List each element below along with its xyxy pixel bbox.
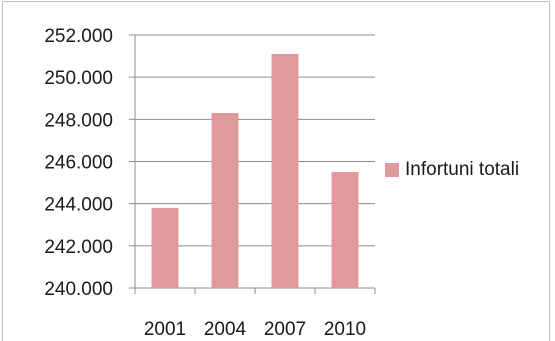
y-tick-label: 240.000	[44, 279, 113, 300]
bar	[271, 53, 299, 288]
y-tick-label: 250.000	[44, 68, 113, 89]
y-tick-label: 252.000	[44, 26, 113, 47]
x-tick-label: 2004	[204, 319, 247, 340]
bar	[151, 207, 179, 288]
legend-label: Infortuni totali	[405, 159, 520, 180]
legend: Infortuni totali	[385, 159, 519, 181]
y-tick-label: 246.000	[44, 153, 113, 174]
legend-swatch	[385, 163, 399, 177]
x-tick-label: 2007	[264, 319, 306, 340]
bar	[211, 113, 239, 288]
y-tick-label: 242.000	[44, 237, 113, 258]
x-tick-label: 2010	[324, 319, 366, 340]
bar	[331, 172, 359, 288]
y-tick-label: 244.000	[44, 195, 113, 216]
x-tick-label: 2001	[144, 319, 186, 340]
y-tick-label: 248.000	[44, 110, 113, 131]
